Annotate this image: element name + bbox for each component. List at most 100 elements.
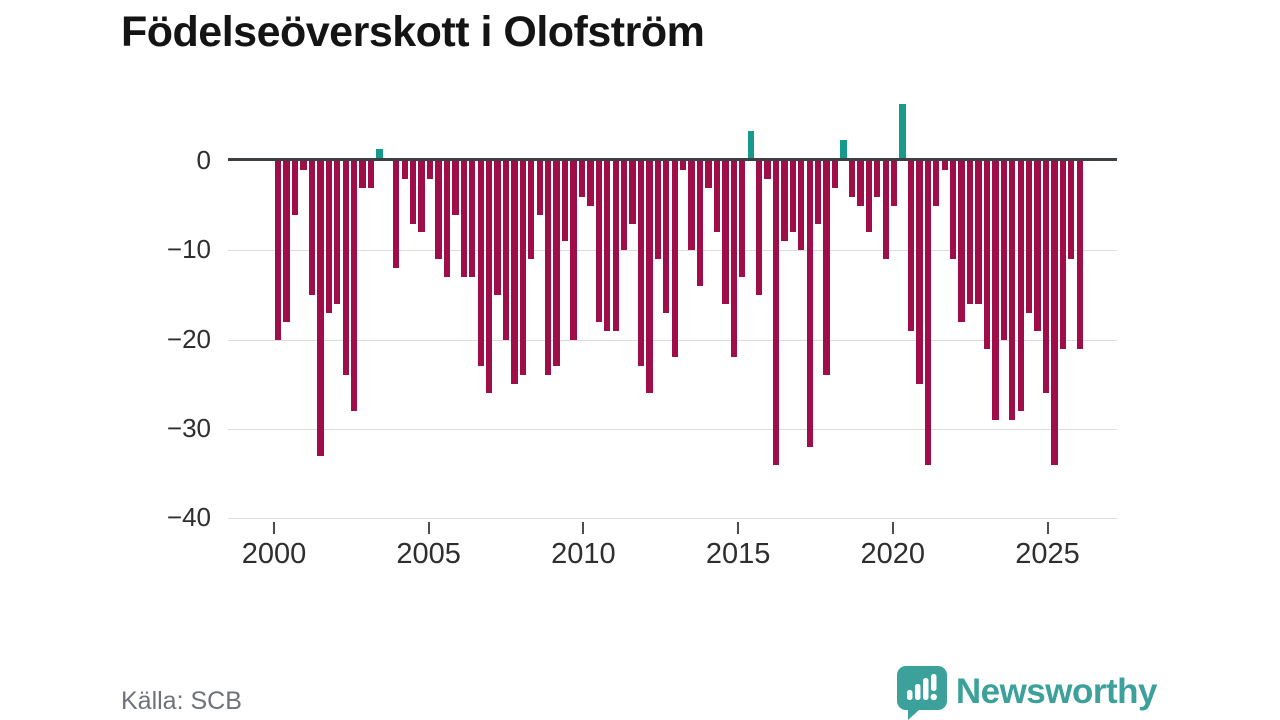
bar — [418, 161, 425, 233]
x-axis-tick — [1046, 522, 1049, 534]
bar — [502, 161, 510, 340]
bar — [570, 161, 577, 340]
bar — [300, 161, 307, 170]
bar — [1051, 161, 1058, 465]
bar — [612, 161, 619, 331]
bar — [882, 161, 889, 260]
bar — [477, 161, 484, 367]
bar — [950, 161, 957, 260]
bar — [401, 161, 408, 179]
bar — [772, 161, 780, 465]
bar — [747, 131, 754, 158]
bar — [806, 161, 813, 447]
bar — [992, 161, 999, 420]
bar — [958, 161, 965, 322]
bar — [511, 161, 518, 385]
bar — [713, 161, 721, 233]
bar — [688, 161, 695, 251]
bar — [578, 161, 586, 197]
bar — [840, 140, 847, 158]
bar — [553, 161, 560, 367]
bar — [722, 161, 729, 304]
bar — [941, 161, 948, 170]
bar — [831, 161, 839, 188]
bar — [857, 161, 864, 206]
y-axis-tick-label: −10 — [166, 234, 211, 265]
bar — [291, 161, 299, 215]
bar — [975, 161, 982, 304]
x-axis-tick — [427, 522, 430, 534]
x-axis-tick-label: 2000 — [241, 538, 307, 570]
bar — [545, 161, 552, 376]
bar — [815, 161, 822, 224]
gridline — [228, 518, 1117, 520]
bar — [983, 161, 991, 349]
y-axis-tick-label: −40 — [166, 502, 211, 533]
bar — [435, 161, 442, 260]
bar — [637, 161, 645, 367]
bar — [393, 161, 400, 269]
bar — [916, 161, 923, 385]
bar — [317, 161, 324, 456]
bar — [443, 161, 451, 278]
gridline — [228, 428, 1117, 430]
bar — [334, 161, 341, 304]
bar — [620, 161, 628, 251]
x-axis-tick — [737, 522, 740, 534]
bar — [342, 161, 349, 376]
bar — [359, 161, 366, 188]
bar — [536, 161, 543, 215]
bar — [781, 161, 788, 242]
bar — [283, 161, 290, 322]
x-axis-tick-label: 2010 — [551, 538, 616, 570]
newsworthy-logo-icon — [896, 664, 948, 720]
bar — [798, 161, 805, 251]
newsworthy-logo: Newsworthy — [896, 664, 1158, 720]
bar — [823, 161, 830, 376]
bar — [1025, 161, 1033, 313]
bar — [275, 161, 282, 340]
bar — [1009, 161, 1016, 420]
bar — [654, 161, 662, 260]
bar — [519, 161, 527, 376]
y-axis-tick-label: −20 — [166, 323, 211, 354]
bar — [325, 161, 332, 313]
bar — [680, 161, 687, 170]
bar — [848, 161, 856, 197]
bar — [663, 161, 670, 313]
bar — [350, 161, 358, 412]
bar — [1076, 161, 1083, 349]
bar — [764, 161, 771, 179]
bar — [924, 161, 932, 465]
bar — [1017, 161, 1024, 412]
x-axis-tick-label: 2020 — [860, 538, 926, 570]
source-label: Källa: SCB — [121, 687, 242, 715]
y-axis-tick-label: −30 — [166, 412, 211, 443]
bar — [426, 161, 434, 179]
bar — [739, 161, 746, 278]
x-axis-tick-label: 2025 — [1015, 538, 1080, 570]
bar — [671, 161, 678, 358]
bar — [494, 161, 501, 295]
bar — [308, 161, 316, 295]
bar — [452, 161, 459, 215]
bar — [907, 161, 915, 331]
zero-axis-line — [228, 158, 1117, 161]
bar — [789, 161, 797, 233]
bar — [376, 149, 383, 158]
x-axis-tick — [273, 522, 275, 534]
bar — [629, 161, 636, 224]
bar — [469, 161, 476, 278]
bar — [367, 161, 375, 188]
bar — [1034, 161, 1041, 331]
x-axis-tick — [582, 522, 585, 534]
bar — [587, 161, 594, 206]
bar — [595, 161, 602, 322]
bar — [410, 161, 417, 224]
bar — [966, 161, 974, 304]
bar — [874, 161, 881, 197]
bar — [604, 161, 611, 331]
bar — [705, 161, 712, 188]
bar — [865, 161, 872, 233]
bar — [1000, 161, 1007, 340]
